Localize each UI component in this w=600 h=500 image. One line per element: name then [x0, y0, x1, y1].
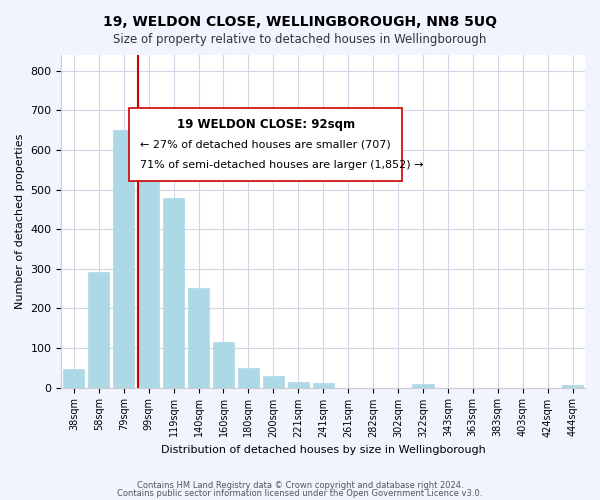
Text: Contains HM Land Registry data © Crown copyright and database right 2024.: Contains HM Land Registry data © Crown c… [137, 481, 463, 490]
Bar [138, 124, 159, 388]
Bar [238, 368, 259, 388]
FancyBboxPatch shape [130, 108, 402, 182]
Bar [412, 384, 434, 388]
Bar [163, 198, 184, 388]
Bar [287, 382, 309, 388]
Text: 19 WELDON CLOSE: 92sqm: 19 WELDON CLOSE: 92sqm [176, 118, 355, 131]
Bar [63, 368, 85, 388]
Bar [562, 385, 583, 388]
Bar [213, 342, 234, 388]
Bar [188, 288, 209, 388]
Y-axis label: Number of detached properties: Number of detached properties [15, 134, 25, 309]
Text: Size of property relative to detached houses in Wellingborough: Size of property relative to detached ho… [113, 32, 487, 46]
Text: 19, WELDON CLOSE, WELLINGBOROUGH, NN8 5UQ: 19, WELDON CLOSE, WELLINGBOROUGH, NN8 5U… [103, 15, 497, 29]
Bar [263, 376, 284, 388]
Text: Contains public sector information licensed under the Open Government Licence v3: Contains public sector information licen… [118, 488, 482, 498]
X-axis label: Distribution of detached houses by size in Wellingborough: Distribution of detached houses by size … [161, 445, 485, 455]
Text: 71% of semi-detached houses are larger (1,852) →: 71% of semi-detached houses are larger (… [140, 160, 424, 170]
Bar [313, 383, 334, 388]
Bar [113, 130, 134, 388]
Text: ← 27% of detached houses are smaller (707): ← 27% of detached houses are smaller (70… [140, 140, 391, 150]
Bar [88, 272, 109, 388]
